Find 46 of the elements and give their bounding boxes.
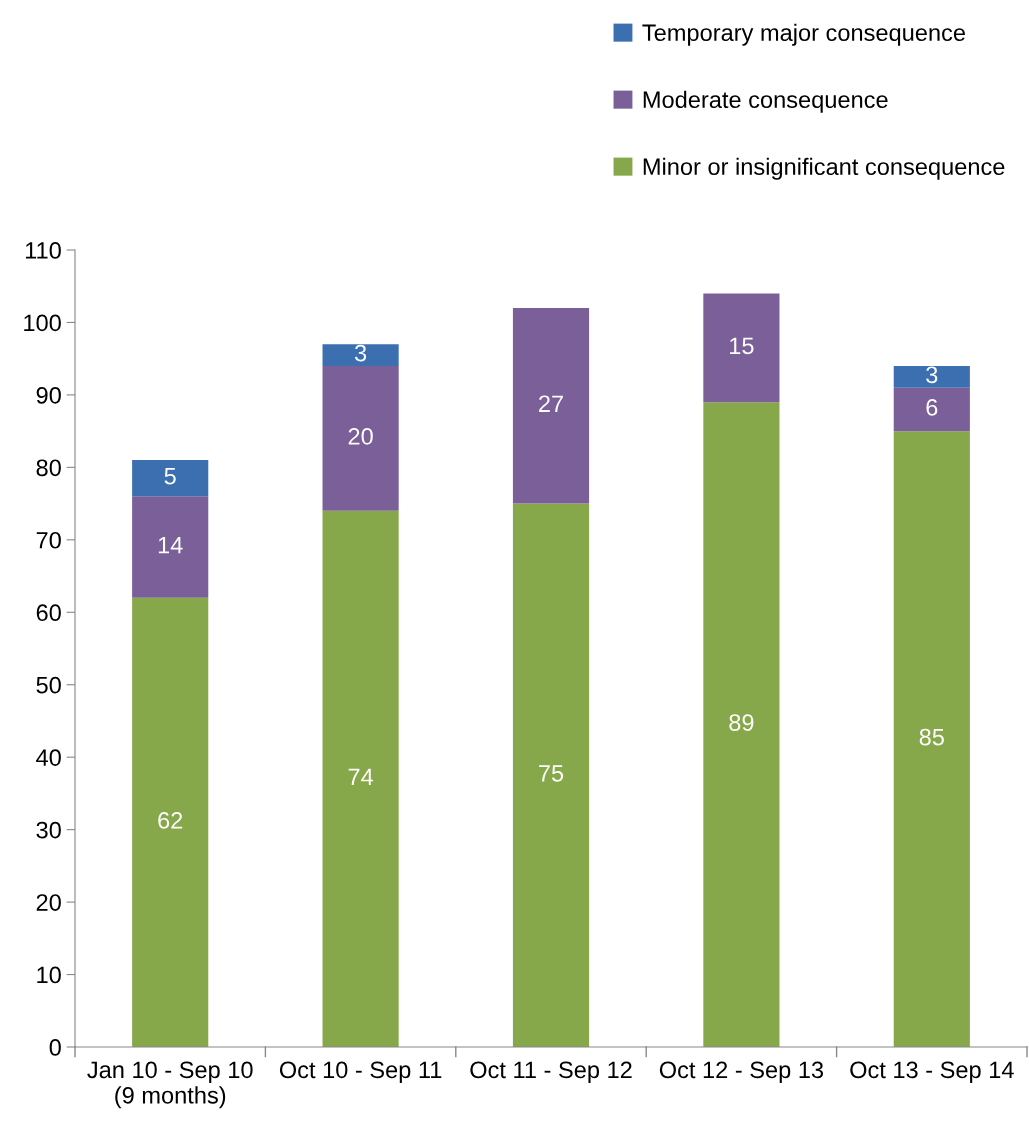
y-tick-label: 40 xyxy=(36,749,61,766)
data-label: 5 xyxy=(164,468,176,485)
data-label: 85 xyxy=(919,728,944,746)
bar xyxy=(322,365,399,511)
bar xyxy=(893,431,970,1047)
data-label: 6 xyxy=(926,399,938,416)
y-tick-label: 110 xyxy=(25,242,61,259)
y-tick-label: 100 xyxy=(24,314,61,332)
bar xyxy=(132,496,209,598)
x-tick-label: Oct 10 - Sep 11 xyxy=(279,1061,442,1083)
bar xyxy=(893,365,970,388)
y-tick-label: 20 xyxy=(36,894,61,911)
data-label: 75 xyxy=(539,765,564,782)
y-tick-label: 60 xyxy=(36,604,61,622)
bar xyxy=(322,344,399,366)
y-tick-label: 10 xyxy=(37,966,61,984)
bar xyxy=(132,597,209,1047)
bar xyxy=(132,460,209,497)
legend-label: Temporary major consequence xyxy=(642,23,965,46)
y-tick-label: 90 xyxy=(36,386,61,404)
data-label: 89 xyxy=(729,714,754,731)
y-tick-label: 50 xyxy=(36,676,61,694)
data-label: 15 xyxy=(730,337,754,355)
legend-label: Moderate consequence xyxy=(643,90,888,113)
data-label: 14 xyxy=(158,536,183,554)
data-label: 3 xyxy=(926,366,938,384)
y-tick-label: 70 xyxy=(36,531,61,549)
data-label: 3 xyxy=(354,344,367,362)
y-tick-label: 0 xyxy=(49,1039,61,1056)
legend-label: Minor or insignificant consequence xyxy=(643,157,1005,180)
x-tick-label: Oct 11 - Sep 12 xyxy=(470,1061,632,1083)
x-tick-label: Oct 12 - Sep 13 xyxy=(659,1061,824,1083)
bar xyxy=(512,307,590,504)
data-label: 27 xyxy=(539,395,563,412)
data-label: 74 xyxy=(348,768,374,786)
y-tick-label: 80 xyxy=(36,459,61,477)
y-tick-label: 30 xyxy=(36,821,61,839)
bar xyxy=(703,402,780,1047)
data-label: 62 xyxy=(158,812,183,829)
bar xyxy=(893,387,970,432)
data-label: 20 xyxy=(348,428,373,445)
bar xyxy=(322,510,399,1047)
bar xyxy=(512,503,590,1047)
x-tick-label: Jan 10 - Sep 10 (9 months) xyxy=(87,1061,253,1109)
bar xyxy=(703,293,780,403)
x-tick-label: Oct 13 - Sep 14 xyxy=(850,1061,1014,1083)
